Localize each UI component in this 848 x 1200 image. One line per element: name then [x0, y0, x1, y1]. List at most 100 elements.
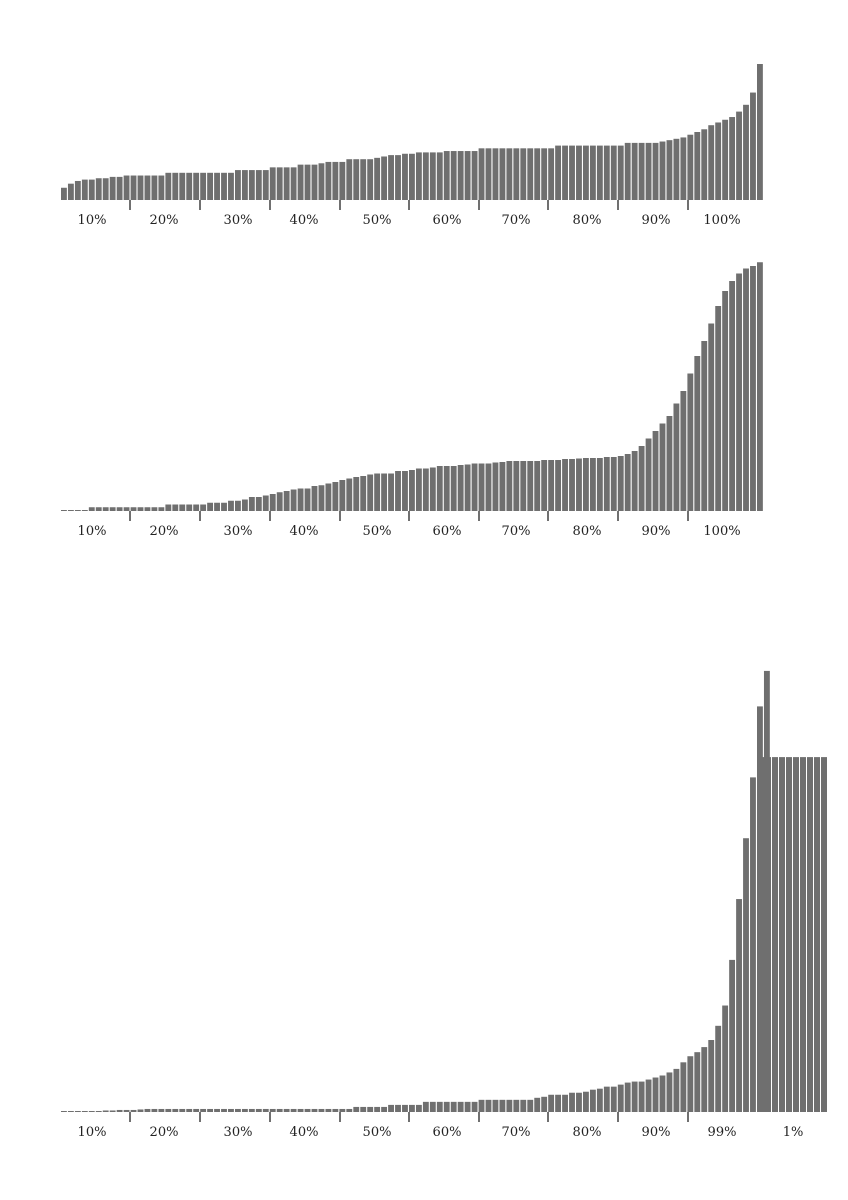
bar [499, 1099, 506, 1112]
bar [88, 507, 95, 511]
bar [450, 1101, 457, 1112]
tick-label: 30% [224, 1125, 253, 1140]
bar [304, 1108, 311, 1112]
bar-strip [779, 757, 785, 1112]
bar [750, 266, 756, 511]
bar [541, 1096, 548, 1112]
bar [492, 1099, 499, 1112]
top-one-percent-bar [758, 757, 827, 1112]
bar [88, 179, 95, 200]
bar [262, 170, 269, 200]
bar [687, 373, 694, 511]
bar [388, 473, 394, 511]
tick-label: 70% [502, 1125, 531, 1140]
bar [520, 1099, 527, 1112]
bar [193, 1108, 200, 1112]
bar [757, 64, 763, 200]
bar [186, 172, 193, 200]
bar [443, 1101, 450, 1112]
bar [81, 179, 88, 200]
bar [116, 1109, 123, 1112]
bar [666, 1072, 673, 1112]
bar-strip [786, 757, 792, 1112]
bar [95, 178, 102, 200]
bar [603, 145, 610, 200]
bar [248, 170, 255, 200]
bar [478, 1099, 485, 1112]
bar [715, 1025, 722, 1112]
bar [736, 899, 742, 1112]
bar [74, 1110, 81, 1112]
bar [569, 1092, 575, 1112]
tick-label: 100% [703, 213, 740, 228]
bar [360, 476, 367, 511]
bar [248, 497, 255, 511]
bar [395, 155, 401, 200]
bar [74, 180, 81, 200]
bar [325, 161, 332, 200]
bar [137, 507, 144, 511]
bar [311, 1108, 318, 1112]
bar [583, 1091, 589, 1112]
bar [95, 507, 102, 511]
bar [485, 1099, 492, 1112]
bar [555, 460, 562, 511]
bar [694, 356, 701, 511]
chart-middle: 10% 20% 30% 40% 50% 60% 70% 80% 90% 100% [61, 262, 763, 539]
bar [179, 1108, 186, 1112]
bar [596, 458, 603, 511]
tick-label: 50% [363, 213, 392, 228]
tick-label: 40% [290, 524, 319, 539]
bar [123, 1109, 130, 1112]
bar [492, 148, 499, 200]
bar [624, 142, 631, 200]
bar-strip [793, 757, 799, 1112]
bar [409, 1104, 415, 1112]
bar [680, 391, 687, 511]
bar [193, 172, 200, 200]
bar [471, 1101, 478, 1112]
bar [144, 175, 151, 200]
bar [221, 1108, 227, 1112]
bar [290, 489, 297, 511]
bar [276, 167, 283, 200]
bar [102, 1110, 109, 1112]
bar [513, 461, 520, 511]
bar [422, 1101, 429, 1112]
bar [381, 156, 388, 200]
tick-label: 30% [224, 524, 253, 539]
bar [137, 175, 144, 200]
bar [283, 1108, 290, 1112]
tick-label: 90% [642, 524, 671, 539]
bar [603, 457, 610, 511]
bar [562, 1094, 568, 1112]
bar [346, 1108, 353, 1112]
bar [151, 507, 158, 511]
bar [130, 175, 137, 200]
bar [158, 507, 165, 511]
tick-label: 40% [290, 213, 319, 228]
bar [645, 1079, 652, 1112]
bar [374, 1106, 381, 1112]
bar [374, 473, 381, 511]
bar [680, 137, 687, 200]
bar [269, 494, 276, 511]
tick-label: 20% [150, 1125, 179, 1140]
tick-label: 99% [708, 1125, 737, 1140]
bar [750, 92, 756, 200]
bar [527, 148, 534, 200]
bar [485, 463, 492, 511]
bar [158, 175, 165, 200]
bar [589, 145, 596, 200]
bar-strip [821, 757, 827, 1112]
bar [506, 148, 513, 200]
bar [297, 1108, 304, 1112]
bar [61, 1110, 67, 1112]
bar [485, 148, 492, 200]
bar [701, 1047, 708, 1112]
bar [61, 187, 67, 200]
bar [228, 1108, 234, 1112]
bar [478, 463, 485, 511]
bar [610, 1086, 617, 1112]
bar [409, 153, 415, 200]
